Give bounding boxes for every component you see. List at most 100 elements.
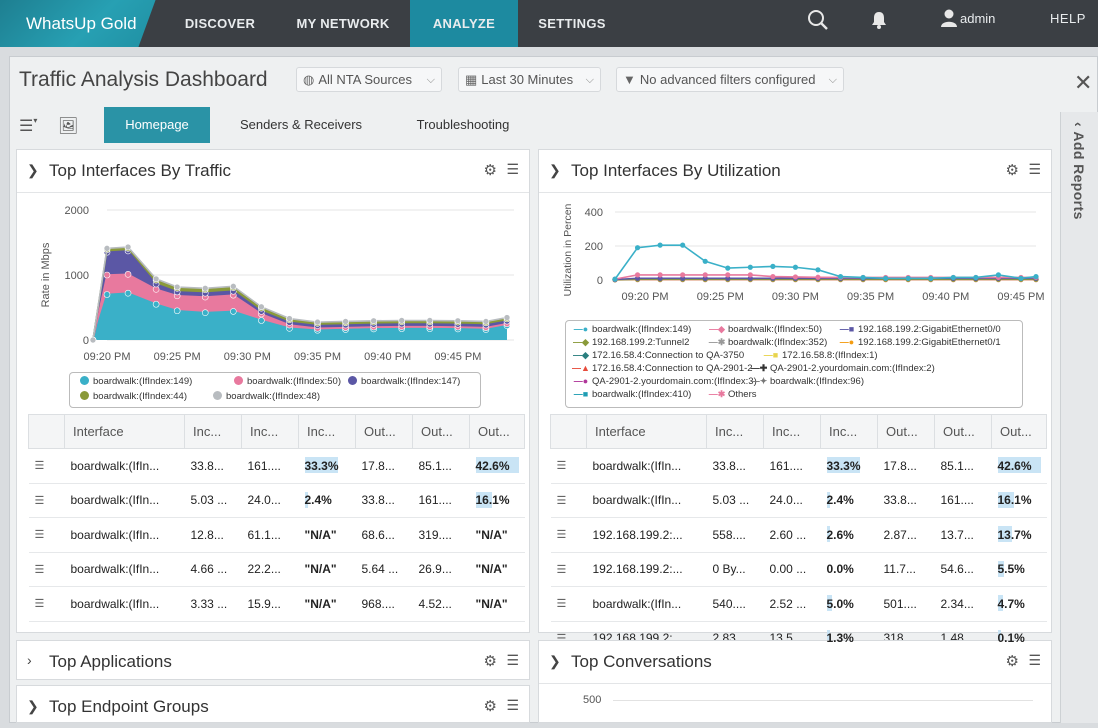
legend-item[interactable]: —✚QA-2901-2.yourdomain.com:(IfIndex:2) bbox=[750, 363, 935, 374]
data-point[interactable] bbox=[1033, 274, 1038, 279]
card-menu-icon[interactable]: ☰ bbox=[506, 161, 519, 178]
data-point[interactable] bbox=[906, 276, 911, 281]
row-menu-icon[interactable]: ☰ bbox=[29, 483, 65, 518]
table-row[interactable]: ☰boardwalk:(IfIn...540....2.52 ...5.0%50… bbox=[551, 587, 1047, 622]
column-header[interactable]: Out... bbox=[413, 415, 470, 449]
table-row[interactable]: ☰boardwalk:(IfIn...5.03 ...24.0...2.4%33… bbox=[29, 483, 525, 518]
legend-item[interactable]: boardwalk:(IfIndex:149) bbox=[80, 376, 192, 387]
data-point[interactable] bbox=[680, 272, 685, 277]
data-point[interactable] bbox=[125, 271, 131, 277]
column-header[interactable]: Out... bbox=[935, 415, 992, 449]
legend-item[interactable]: —▲172.16.58.4:Connection to QA-2901-2 bbox=[572, 363, 753, 374]
close-icon[interactable]: ✕ bbox=[1074, 70, 1092, 96]
data-point[interactable] bbox=[258, 304, 264, 310]
nta-source-filter[interactable]: ◍All NTA Sources⌵ bbox=[296, 67, 442, 92]
data-point[interactable] bbox=[725, 272, 730, 277]
row-menu-icon[interactable]: ☰ bbox=[551, 552, 587, 587]
column-header[interactable]: Inc... bbox=[821, 415, 878, 449]
data-point[interactable] bbox=[504, 315, 510, 321]
data-point[interactable] bbox=[1018, 276, 1023, 281]
gear-icon[interactable]: ⚙ bbox=[484, 697, 497, 715]
data-point[interactable] bbox=[748, 265, 753, 270]
legend-item[interactable]: —✦boardwalk:(IfIndex:96) bbox=[750, 376, 864, 387]
row-menu-icon[interactable]: ☰ bbox=[551, 483, 587, 518]
data-point[interactable] bbox=[104, 272, 110, 278]
data-point[interactable] bbox=[951, 275, 956, 280]
data-point[interactable] bbox=[153, 301, 159, 307]
whatsup-gold-logo[interactable]: WhatsUp Gold bbox=[0, 0, 165, 47]
data-point[interactable] bbox=[928, 276, 933, 281]
data-point[interactable] bbox=[90, 337, 96, 343]
table-row[interactable]: ☰boardwalk:(IfIn...5.03 ...24.0...2.4%33… bbox=[551, 483, 1047, 518]
row-menu-icon[interactable]: ☰ bbox=[551, 449, 587, 484]
time-range-filter[interactable]: ▦Last 30 Minutes⌵ bbox=[458, 67, 601, 92]
tab-homepage[interactable]: Homepage bbox=[104, 107, 210, 143]
data-point[interactable] bbox=[770, 274, 775, 279]
data-point[interactable] bbox=[174, 308, 180, 314]
card-menu-icon[interactable]: ☰ bbox=[1028, 161, 1041, 178]
data-point[interactable] bbox=[793, 274, 798, 279]
data-point[interactable] bbox=[770, 264, 775, 269]
gear-icon[interactable]: ⚙ bbox=[484, 161, 497, 179]
legend-item[interactable]: —◆172.16.58.4:Connection to QA-3750 bbox=[572, 350, 744, 361]
data-point[interactable] bbox=[230, 308, 236, 314]
data-point[interactable] bbox=[748, 272, 753, 277]
data-point[interactable] bbox=[793, 265, 798, 270]
legend-item[interactable]: —●QA-2901-2.yourdomain.com:(IfIndex:3) bbox=[572, 376, 757, 387]
column-header[interactable]: Out... bbox=[878, 415, 935, 449]
data-point[interactable] bbox=[230, 283, 236, 289]
table-row[interactable]: ☰boardwalk:(IfIn...33.8...161....33.3%17… bbox=[29, 449, 525, 484]
column-header[interactable]: Inc... bbox=[242, 415, 299, 449]
row-menu-icon[interactable]: ☰ bbox=[29, 552, 65, 587]
data-point[interactable] bbox=[371, 318, 377, 324]
column-header[interactable]: Inc... bbox=[707, 415, 764, 449]
card-menu-icon[interactable]: ☰ bbox=[506, 652, 519, 669]
data-point[interactable] bbox=[815, 267, 820, 272]
gear-icon[interactable]: ⚙ bbox=[1006, 161, 1019, 179]
chevron-right-icon[interactable]: › bbox=[27, 652, 32, 668]
data-point[interactable] bbox=[635, 245, 640, 250]
legend-item[interactable]: —✱Others bbox=[708, 389, 757, 400]
nav-discover[interactable]: DISCOVER bbox=[172, 0, 268, 47]
legend-item[interactable]: —✱boardwalk:(IfIndex:352) bbox=[708, 337, 827, 348]
column-header[interactable]: Inc... bbox=[185, 415, 242, 449]
data-point[interactable] bbox=[104, 245, 110, 251]
data-point[interactable] bbox=[635, 272, 640, 277]
data-point[interactable] bbox=[838, 274, 843, 279]
data-point[interactable] bbox=[973, 275, 978, 280]
row-menu-icon[interactable]: ☰ bbox=[29, 449, 65, 484]
gear-icon[interactable]: ⚙ bbox=[1006, 652, 1019, 670]
table-row[interactable]: ☰192.168.199.2:...558....2.60 ...2.6%2.8… bbox=[551, 518, 1047, 553]
data-point[interactable] bbox=[815, 275, 820, 280]
data-point[interactable] bbox=[343, 318, 349, 324]
data-point[interactable] bbox=[612, 277, 617, 282]
column-header[interactable]: Interface bbox=[65, 415, 185, 449]
table-row[interactable]: ☰boardwalk:(IfIn...3.33 ...15.9..."N/A"9… bbox=[29, 587, 525, 622]
data-point[interactable] bbox=[202, 310, 208, 316]
data-point[interactable] bbox=[658, 272, 663, 277]
chevron-down-icon[interactable]: ❯ bbox=[27, 162, 39, 179]
data-point[interactable] bbox=[399, 318, 405, 324]
user-icon[interactable] bbox=[940, 8, 958, 28]
data-point[interactable] bbox=[202, 285, 208, 291]
tab-senders-receivers[interactable]: Senders & Receivers bbox=[222, 107, 380, 143]
chevron-down-icon[interactable]: ❯ bbox=[549, 653, 561, 670]
legend-item[interactable]: —◆boardwalk:(IfIndex:50) bbox=[708, 324, 822, 335]
data-point[interactable] bbox=[658, 243, 663, 248]
search-icon[interactable] bbox=[806, 8, 830, 32]
data-point[interactable] bbox=[153, 276, 159, 282]
data-point[interactable] bbox=[455, 318, 461, 324]
row-menu-icon[interactable]: ☰ bbox=[551, 587, 587, 622]
legend-item[interactable]: —◆192.168.199.2:Tunnel2 bbox=[572, 337, 689, 348]
data-point[interactable] bbox=[125, 290, 131, 296]
data-point[interactable] bbox=[680, 243, 685, 248]
nav-analyze[interactable]: ANALYZE bbox=[410, 0, 518, 47]
legend-item[interactable]: boardwalk:(IfIndex:44) bbox=[80, 391, 187, 402]
data-point[interactable] bbox=[286, 316, 292, 322]
column-header[interactable]: Interface bbox=[587, 415, 707, 449]
nav-my-network[interactable]: MY NETWORK bbox=[280, 0, 406, 47]
data-point[interactable] bbox=[258, 318, 264, 324]
column-header[interactable]: Inc... bbox=[299, 415, 356, 449]
data-point[interactable] bbox=[427, 318, 433, 324]
data-point[interactable] bbox=[703, 259, 708, 264]
